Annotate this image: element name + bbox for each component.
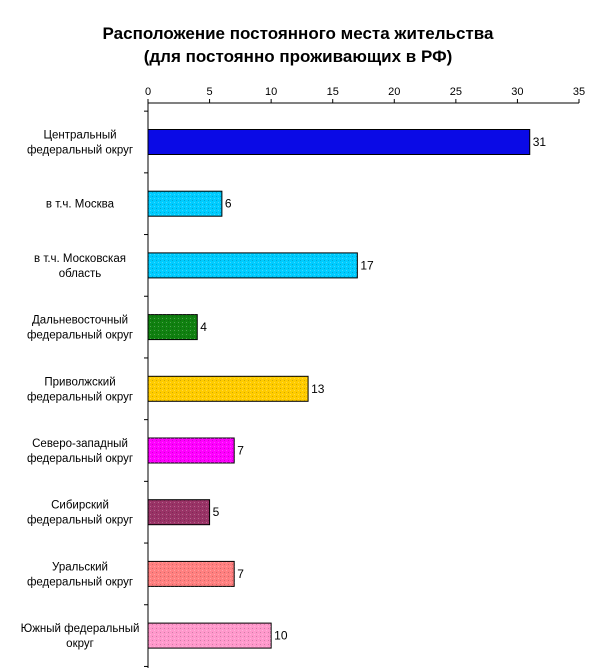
data-label: 6 xyxy=(225,197,232,211)
x-tick-label: 25 xyxy=(450,86,462,98)
data-label: 5 xyxy=(213,505,220,519)
data-label: 13 xyxy=(311,382,325,396)
data-label: 17 xyxy=(360,258,374,272)
data-label: 7 xyxy=(237,567,244,581)
x-tick-label: 5 xyxy=(207,86,213,98)
x-tick-label: 30 xyxy=(511,86,523,98)
x-tick-label: 20 xyxy=(388,86,400,98)
category-label: Северо-западный федеральный округ xyxy=(27,438,133,465)
x-tick-label: 10 xyxy=(265,86,277,98)
category-label: Приволжский федеральный округ xyxy=(27,376,133,403)
bar-texture xyxy=(148,499,210,525)
data-label: 7 xyxy=(237,444,244,458)
category-label: Уральский федеральный округ xyxy=(27,561,133,588)
bar-texture xyxy=(148,561,235,587)
data-label: 31 xyxy=(533,135,547,149)
bar-texture xyxy=(148,438,235,463)
bar xyxy=(147,129,531,155)
category-label: в т.ч. Москва xyxy=(46,199,115,211)
chart-subtitle: (для постоянно проживающих в РФ) xyxy=(143,47,453,66)
data-label: 4 xyxy=(200,320,207,334)
bar-texture xyxy=(148,376,309,402)
category-label: в т.ч. Московская область xyxy=(34,253,126,280)
bar-texture xyxy=(148,623,272,649)
data-label: 10 xyxy=(274,629,288,643)
x-tick-label: 35 xyxy=(573,86,585,98)
x-tick-label: 0 xyxy=(145,86,151,98)
category-label: Дальневосточный федеральный округ xyxy=(27,315,133,342)
chart-title: Расположение постоянного места жительств… xyxy=(102,24,494,43)
x-tick-label: 15 xyxy=(327,86,339,98)
category-label: Южный федеральный округ xyxy=(21,623,140,650)
bar-texture xyxy=(148,252,358,278)
bar-texture xyxy=(148,314,198,340)
bar-texture xyxy=(148,191,222,217)
category-label: Центральный федеральный округ xyxy=(27,130,133,157)
category-label: Сибирский федеральный округ xyxy=(27,500,133,527)
